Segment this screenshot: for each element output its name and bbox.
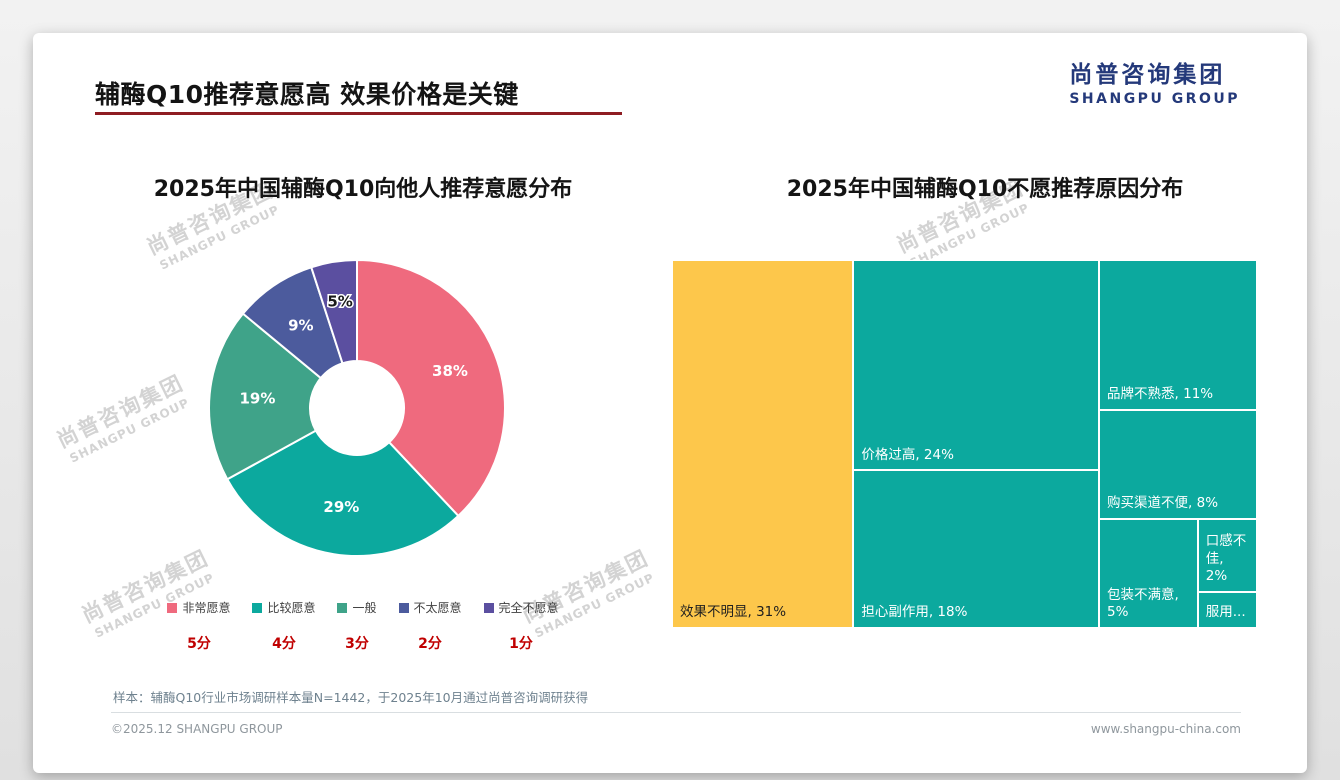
legend-label: 完全不愿意 (498, 601, 559, 615)
treemap-label: 口感不佳, 2% (1205, 533, 1247, 585)
website-text: www.shangpu-china.com (1090, 722, 1241, 736)
treemap-label: 包装不满意, 5% (1107, 586, 1179, 621)
title-underline (95, 112, 622, 115)
treemap-chart-title: 2025年中国辅酶Q10不愿推荐原因分布 (786, 177, 1184, 202)
donut-slice-label-4: 5% (327, 292, 352, 310)
donut-chart: 38% 29% 19% 9% 5% (208, 258, 506, 557)
footer-divider (111, 712, 1241, 713)
legend-label: 不太愿意 (413, 601, 462, 615)
slide-card: 尚普咨询集团 SHANGPU GROUP 尚普咨询集团 SHANGPU GROU… (33, 33, 1307, 773)
company-logo: 尚普咨询集团 SHANGPU GROUP (1069, 55, 1240, 107)
legend-entry-2: 一般 3分 (337, 599, 377, 653)
legend-marker-icon (167, 602, 178, 613)
logo-cn-text: 尚普咨询集团 (1069, 62, 1226, 88)
donut-slice-1 (225, 429, 460, 557)
legend-entry-1: 比较愿意 4分 (252, 599, 315, 653)
legend-label: 一般 (352, 601, 377, 615)
legend-score: 5分 (187, 636, 211, 652)
legend-entry-0: 非常愿意 5分 (167, 599, 230, 653)
treemap-chart: 效果不明显, 31% 价格过高, 24% 担心副作用, 18% 品牌不熟悉, 11% 购… (672, 260, 1257, 628)
treemap-label: 价格过高, 24% (861, 446, 954, 463)
legend-entry-3: 不太愿意 2分 (398, 599, 462, 653)
legend-marker-icon (483, 602, 494, 613)
treemap-block-1: 价格过高, 24% (853, 260, 1100, 471)
legend-label: 非常愿意 (182, 601, 231, 615)
treemap-label: 担心副作用, 18% (861, 604, 968, 621)
treemap-block-4: 购买渠道不便, 8% (1099, 409, 1257, 519)
legend-marker-icon (252, 602, 263, 613)
legend-score: 4分 (272, 636, 296, 652)
treemap-block-7: 服用... (1197, 591, 1257, 628)
donut-slice-label-0: 38% (432, 362, 468, 380)
treemap-block-3: 品牌不熟悉, 11% (1099, 260, 1257, 410)
donut-legend: 非常愿意 5分 比较愿意 4分 一般 3分 不太愿意 2分 完全不愿意 1分 (73, 599, 653, 653)
legend-marker-icon (337, 602, 348, 613)
sample-note: 样本：辅酶Q10行业市场调研样本量N=1442，于2025年10月通过尚普咨询调… (113, 690, 589, 705)
donut-slice-label-3: 9% (288, 316, 313, 334)
treemap-block-5: 包装不满意, 5% (1099, 518, 1198, 628)
treemap-block-2: 担心副作用, 18% (853, 470, 1100, 628)
legend-entry-4: 完全不愿意 1分 (483, 599, 559, 653)
copyright-text: ©2025.12 SHANGPU GROUP (111, 722, 283, 736)
page-title: 辅酶Q10推荐意愿高 效果价格是关键 (95, 80, 519, 109)
donut-chart-title: 2025年中国辅酶Q10向他人推荐意愿分布 (153, 177, 573, 202)
slide-content: 辅酶Q10推荐意愿高 效果价格是关键 尚普咨询集团 SHANGPU GROUP … (33, 33, 1307, 773)
legend-marker-icon (398, 602, 409, 613)
donut-slice-label-2: 19% (239, 390, 275, 408)
footer-bar: ©2025.12 SHANGPU GROUP www.shangpu-china… (111, 722, 1241, 736)
logo-en-text: SHANGPU GROUP (1069, 91, 1240, 107)
legend-score: 2分 (418, 636, 442, 652)
treemap-label: 购买渠道不便, 8% (1107, 495, 1219, 512)
treemap-label: 品牌不熟悉, 11% (1107, 386, 1214, 403)
treemap-block-0: 效果不明显, 31% (672, 260, 854, 628)
treemap-label: 效果不明显, 31% (680, 604, 787, 621)
treemap-label: 服用... (1205, 604, 1246, 621)
donut-slice-4 (310, 258, 358, 365)
donut-slice-0 (356, 258, 506, 518)
donut-slice-label-1: 29% (323, 498, 359, 516)
treemap-block-6: 口感不佳, 2% (1197, 518, 1257, 592)
legend-score: 3分 (345, 636, 369, 652)
legend-score: 1分 (509, 636, 533, 652)
legend-label: 比较愿意 (267, 601, 316, 615)
